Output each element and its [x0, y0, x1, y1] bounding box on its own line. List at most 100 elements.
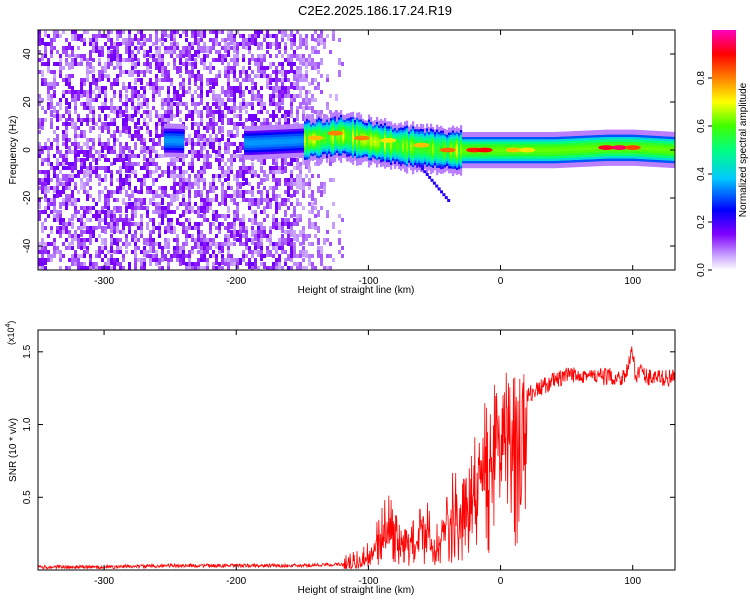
heatmap-cell: [287, 266, 290, 270]
heatmap-cell: [374, 153, 377, 157]
heatmap-cell: [422, 153, 425, 156]
heatmap-cell: [119, 266, 122, 270]
heatmap-cell: [398, 132, 401, 136]
heatmap-cell: [206, 114, 209, 118]
heatmap-cell: [392, 134, 395, 137]
heatmap-cell: [128, 162, 131, 166]
heatmap-cell: [344, 131, 347, 135]
heatmap-cell: [281, 98, 284, 105]
heatmap-cell: [434, 131, 437, 135]
heatmap-cell: [326, 214, 329, 218]
heatmap-cell: [152, 138, 155, 142]
heatmap-cell: [408, 162, 411, 166]
heatmap-cell: [209, 126, 212, 130]
heatmap-cell: [65, 150, 68, 154]
heatmap-cell: [246, 145, 249, 148]
heatmap-cell: [178, 138, 181, 141]
heatmap-cell: [176, 194, 179, 201]
heatmap-cell: [404, 140, 407, 144]
heatmap-cell: [194, 82, 197, 86]
heatmap-cell: [89, 226, 92, 230]
heatmap-cell: [380, 126, 383, 129]
heatmap-cell: [250, 133, 253, 136]
heatmap-cell: [173, 42, 176, 46]
heatmap-cell: [128, 194, 131, 201]
heatmap-cell: [125, 202, 128, 206]
heatmap-cell: [140, 198, 143, 205]
heatmap-cell: [38, 38, 41, 42]
heatmap-cell: [362, 145, 365, 148]
heatmap-cell: [334, 118, 337, 122]
heatmap-cell: [53, 30, 56, 34]
heatmap-cell: [308, 186, 311, 190]
heatmap-cell: [308, 117, 311, 121]
heatmap-cell: [197, 182, 200, 189]
heatmap-cell: [174, 142, 177, 146]
heatmap-cell: [320, 147, 323, 150]
heatmap-cell: [56, 190, 59, 197]
heatmap-cell: [422, 169, 425, 173]
heatmap-cell: [194, 190, 197, 194]
heatmap-cell: [308, 166, 311, 173]
heatmap-cell: [348, 153, 351, 157]
heatmap-cell: [178, 123, 181, 127]
heatmap-cell: [292, 152, 295, 156]
heatmap-cell: [98, 142, 101, 146]
heatmap-cell: [324, 124, 327, 128]
heatmap-cell: [185, 206, 188, 210]
heatmap-cell: [65, 238, 68, 242]
heatmap-cell: [119, 70, 122, 77]
heatmap-cell: [422, 150, 425, 154]
heatmap-cell: [176, 128, 179, 132]
heatmap-cell: [284, 90, 287, 94]
heatmap-cell: [245, 38, 248, 42]
heatmap-cell: [330, 144, 333, 148]
heatmap-cell: [264, 127, 267, 131]
heatmap-cell: [110, 122, 113, 126]
heatmap-cell: [332, 124, 335, 128]
heatmap-cell: [134, 122, 137, 129]
heatmap-cell: [71, 254, 74, 261]
heatmap-cell: [410, 153, 413, 156]
heatmap-cell: [290, 222, 293, 226]
heatmap-cell: [311, 194, 314, 201]
heatmap-cell: [252, 130, 255, 134]
heatmap-cell: [200, 94, 203, 98]
heatmap-cell: [328, 153, 331, 157]
heatmap-cell: [406, 151, 409, 155]
heatmap-cell: [266, 139, 269, 143]
heatmap-cell: [119, 106, 122, 113]
heatmap-cell: [260, 198, 263, 205]
heatmap-cell: [290, 102, 293, 106]
heatmap-cell: [296, 178, 299, 185]
heatmap-cell: [197, 126, 200, 130]
heatmap-cell: [125, 154, 128, 161]
heatmap-cell: [68, 62, 71, 66]
heatmap-cell: [266, 132, 269, 136]
heatmap-cell: [336, 121, 339, 125]
heatmap-cell: [284, 198, 287, 205]
heatmap-cell: [128, 186, 131, 190]
heatmap-cell: [68, 146, 71, 150]
heatmap-cell: [56, 62, 59, 66]
heatmap-cell: [62, 198, 65, 202]
heatmap-cell: [305, 174, 308, 178]
heatmap-cell: [332, 136, 335, 140]
heatmap-cell: [390, 121, 393, 125]
heatmap-cell: [176, 106, 179, 110]
heatmap-cell: [128, 202, 131, 209]
heatmap-cell: [302, 234, 305, 238]
heatmap-cell: [74, 130, 77, 137]
heatmap-cell: [86, 98, 89, 102]
heatmap-cell: [376, 121, 379, 125]
heatmap-cell: [92, 158, 95, 162]
heatmap-cell: [374, 158, 377, 162]
heatmap-cell: [428, 146, 431, 149]
heatmap-cell: [174, 154, 177, 158]
heatmap-cell: [260, 125, 263, 129]
heatmap-cell: [233, 226, 236, 233]
heatmap-cell: [128, 34, 131, 38]
heatmap-cell: [346, 132, 349, 136]
heatmap-cell: [146, 62, 149, 66]
heatmap-cell: [366, 130, 369, 133]
